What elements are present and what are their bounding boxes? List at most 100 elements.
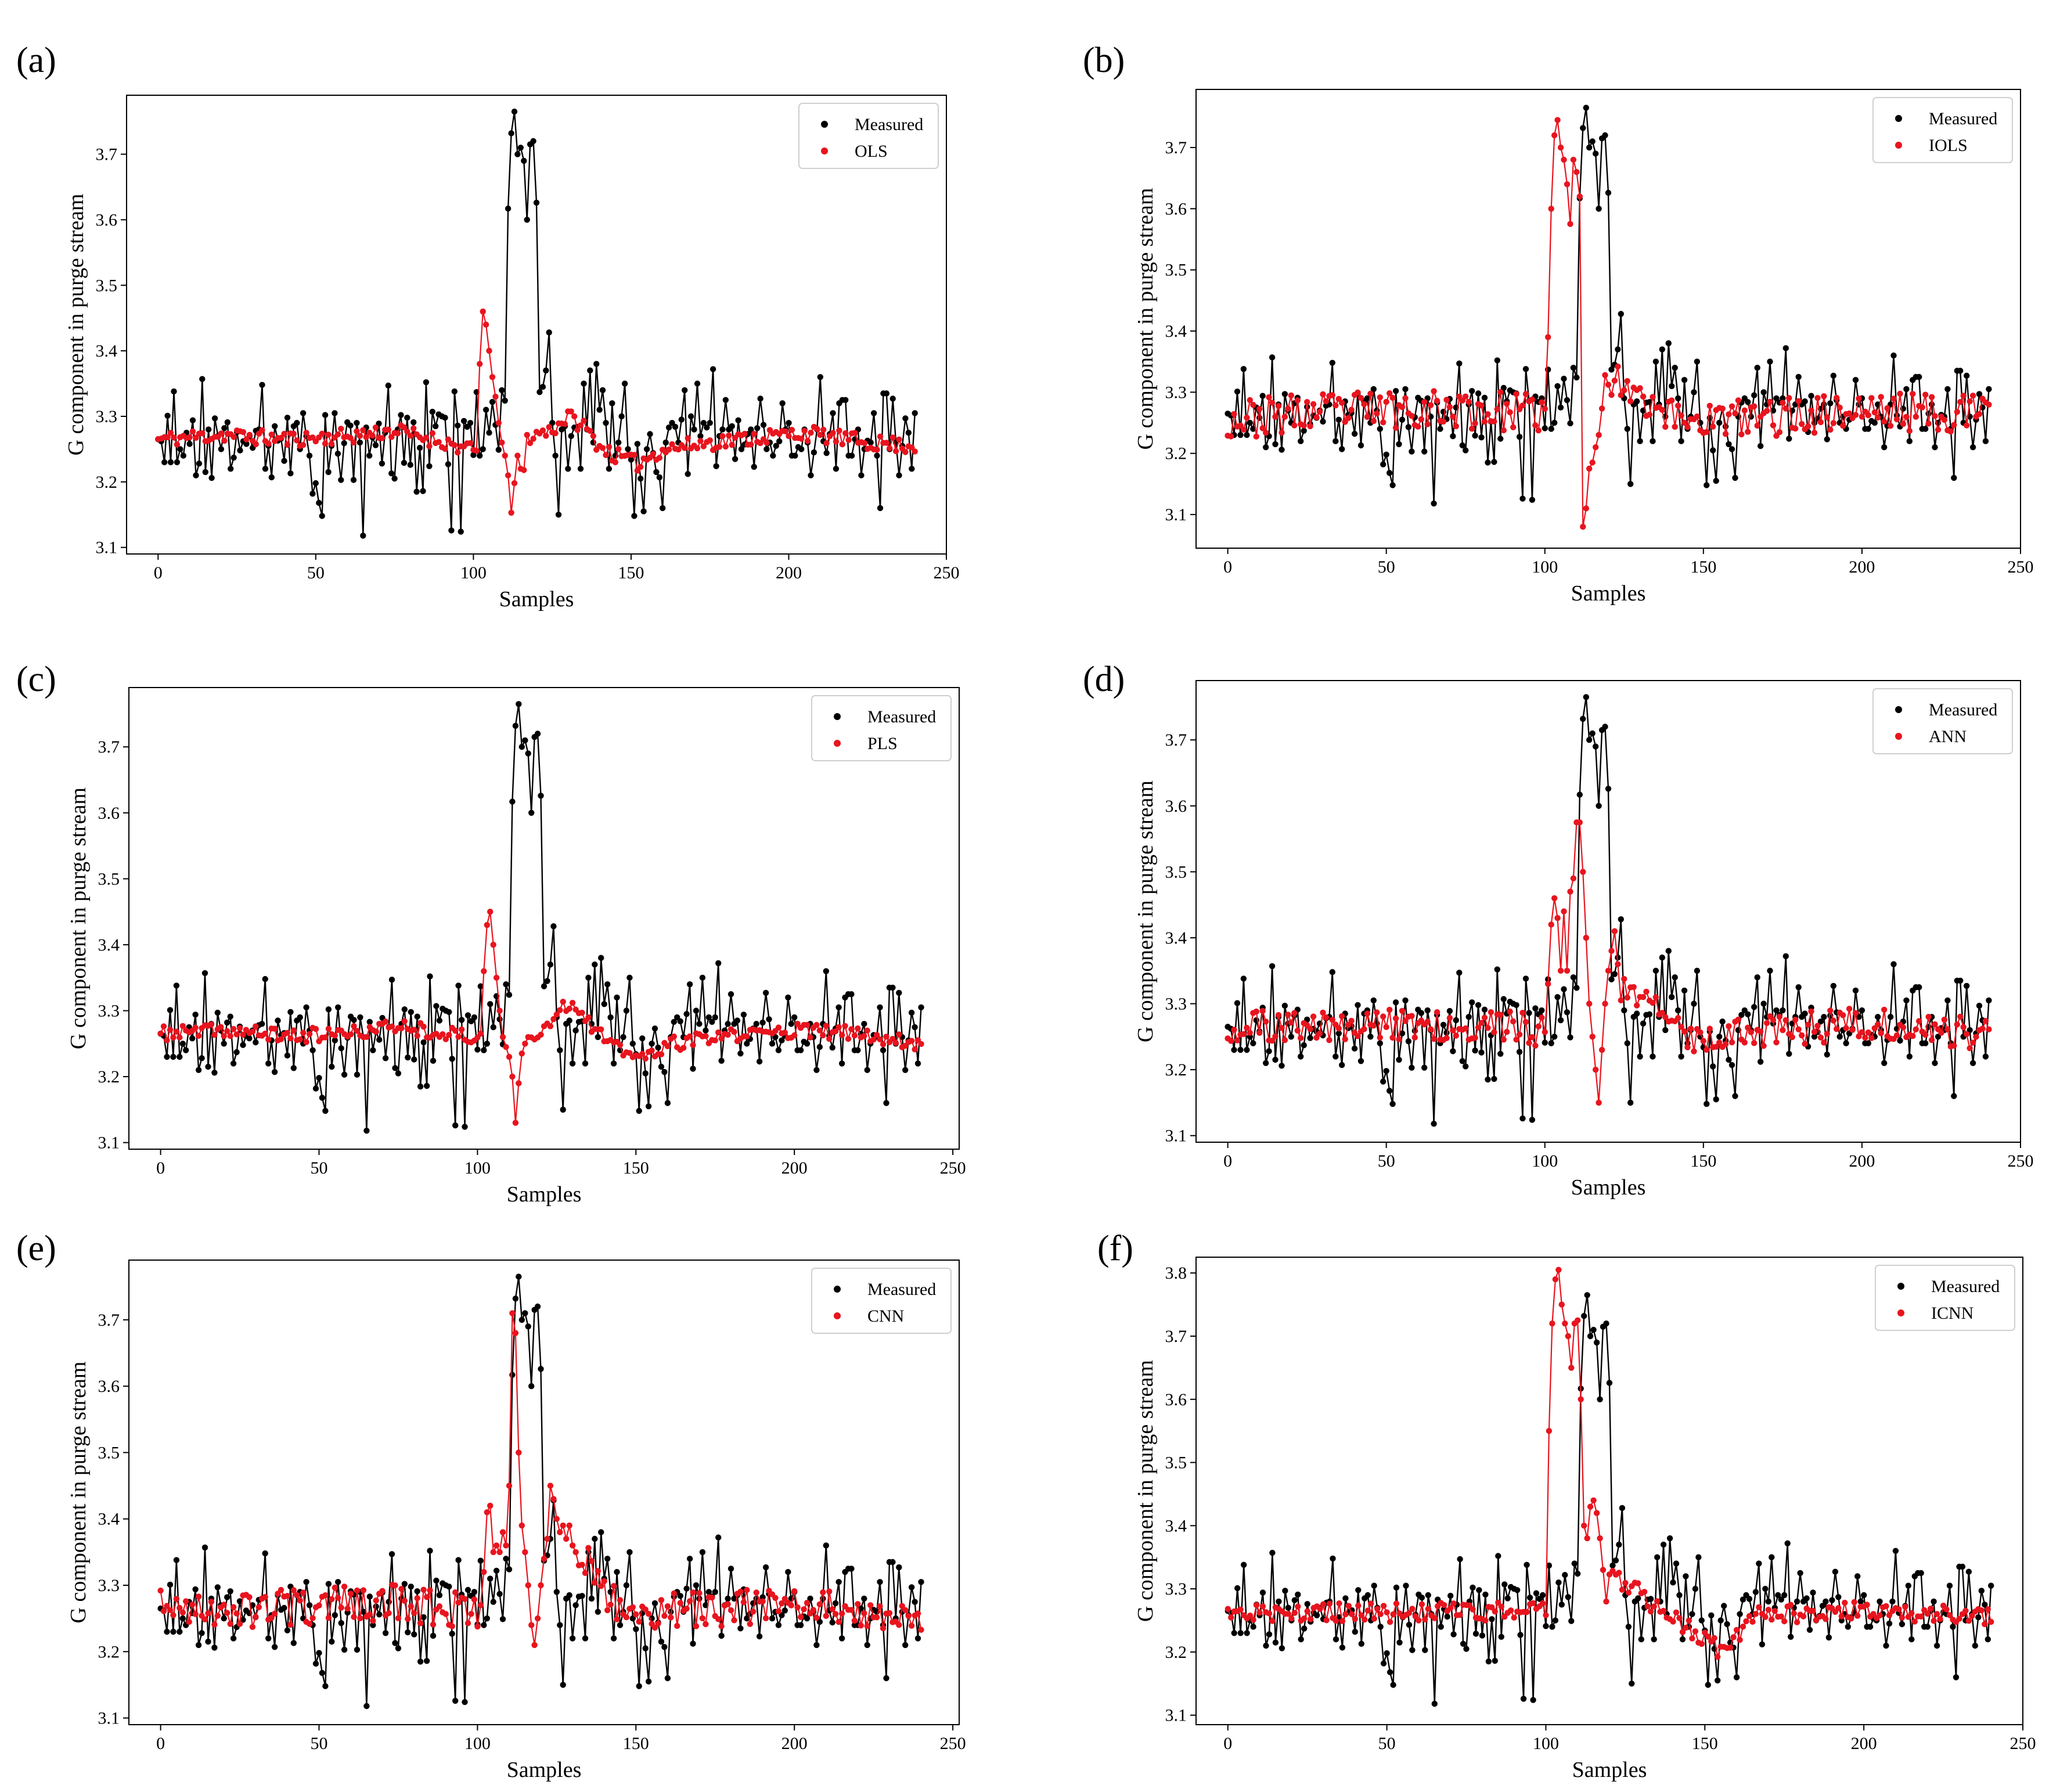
data-point	[864, 1027, 870, 1034]
data-point	[1285, 405, 1291, 412]
data-point	[710, 366, 716, 372]
data-point	[729, 442, 735, 448]
data-point	[569, 999, 576, 1006]
data-point	[606, 444, 613, 450]
data-point	[1409, 1606, 1416, 1612]
data-point	[896, 989, 902, 996]
data-point	[174, 459, 181, 466]
data-point	[357, 1014, 363, 1021]
x-tick-label: 50	[310, 1734, 327, 1753]
data-point	[1424, 1019, 1431, 1025]
data-point	[566, 1592, 572, 1599]
data-point	[227, 1032, 233, 1039]
data-point	[664, 1043, 671, 1049]
data-point	[170, 1628, 177, 1635]
x-axis-title: Samples	[507, 1182, 582, 1207]
data-point	[1589, 1034, 1596, 1040]
data-point	[1567, 221, 1573, 227]
data-point	[713, 463, 719, 469]
data-point	[452, 1027, 459, 1034]
x-tick-label: 50	[1378, 557, 1395, 577]
data-point	[1529, 1034, 1536, 1041]
y-tick-label: 3.3	[98, 1002, 120, 1021]
data-point	[354, 1028, 361, 1034]
data-point	[303, 1004, 309, 1011]
data-point	[1776, 429, 1783, 436]
data-point	[1986, 997, 1992, 1004]
series-icnn	[1225, 1266, 1994, 1660]
data-point	[1900, 1024, 1907, 1031]
data-point	[1865, 412, 1871, 419]
data-point	[379, 460, 386, 467]
data-point	[1459, 442, 1465, 449]
data-point	[785, 994, 791, 1001]
x-tick-label: 150	[1690, 1152, 1716, 1171]
data-point	[722, 443, 729, 450]
data-point	[734, 1017, 741, 1024]
data-point	[271, 1610, 278, 1617]
data-point	[1279, 1645, 1285, 1651]
data-point	[195, 1593, 202, 1600]
data-point	[420, 1023, 427, 1030]
data-point	[262, 466, 269, 472]
legend-marker-pls	[834, 740, 841, 747]
data-point	[633, 1626, 639, 1632]
data-point	[1808, 407, 1814, 414]
data-point	[579, 1561, 585, 1568]
x-tick-label: 150	[1690, 557, 1716, 577]
data-point	[294, 1592, 300, 1598]
data-point	[1570, 156, 1577, 163]
y-tick-label: 3.6	[96, 210, 118, 229]
data-point	[607, 1602, 614, 1608]
data-point	[1519, 495, 1526, 502]
data-point	[179, 1609, 186, 1616]
data-point	[1295, 1603, 1301, 1610]
data-point	[290, 1065, 297, 1071]
data-point	[817, 431, 824, 438]
data-point	[495, 447, 502, 453]
data-point	[731, 1028, 737, 1035]
data-point	[1733, 1674, 1740, 1681]
data-point	[160, 1608, 167, 1614]
data-point	[587, 427, 593, 434]
data-point	[813, 1067, 820, 1073]
data-point	[823, 440, 830, 447]
data-point	[1788, 1633, 1794, 1640]
data-point	[1618, 997, 1624, 1003]
data-point	[560, 1682, 566, 1688]
data-point	[1780, 400, 1786, 406]
data-point	[753, 1021, 759, 1027]
data-point	[785, 1568, 791, 1575]
data-point	[484, 1041, 490, 1047]
data-point	[1840, 423, 1846, 429]
data-point	[1919, 404, 1925, 411]
data-point	[1840, 1012, 1846, 1019]
y-tick-label: 3.1	[1165, 1127, 1187, 1146]
data-point	[1982, 1018, 1989, 1024]
data-point	[347, 422, 354, 429]
x-tick-label: 250	[940, 1158, 966, 1178]
data-point	[1472, 1047, 1478, 1054]
series-measured	[1225, 694, 1992, 1127]
data-point	[1883, 1603, 1889, 1610]
data-point	[1234, 1585, 1241, 1592]
data-point	[631, 452, 638, 458]
data-point	[775, 1622, 782, 1628]
data-point	[797, 1614, 804, 1620]
data-point	[835, 1024, 842, 1031]
data-point	[557, 1007, 563, 1013]
data-point	[1634, 1002, 1640, 1009]
data-point	[725, 1601, 731, 1607]
y-tick-label: 3.3	[1165, 995, 1187, 1014]
data-point	[370, 1047, 376, 1053]
data-point	[423, 434, 430, 441]
data-point	[1565, 1594, 1571, 1600]
legend-box	[811, 1268, 952, 1334]
data-point	[1405, 424, 1412, 430]
data-point	[1551, 419, 1558, 426]
data-point	[1621, 1007, 1627, 1014]
data-point	[1681, 987, 1688, 994]
data-point	[354, 1646, 361, 1653]
data-point	[788, 1602, 794, 1609]
data-point	[284, 441, 291, 448]
